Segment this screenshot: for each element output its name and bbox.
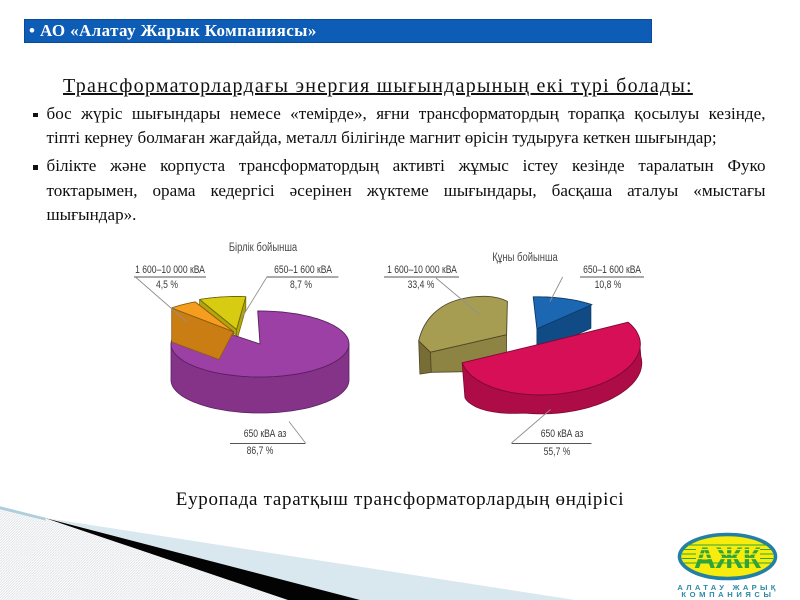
svg-text:АЛАТАУ ЖАРЫҚ: АЛАТАУ ЖАРЫҚ: [677, 583, 778, 592]
svg-text:КОМПАНИЯСЫ: КОМПАНИЯСЫ: [681, 590, 774, 599]
